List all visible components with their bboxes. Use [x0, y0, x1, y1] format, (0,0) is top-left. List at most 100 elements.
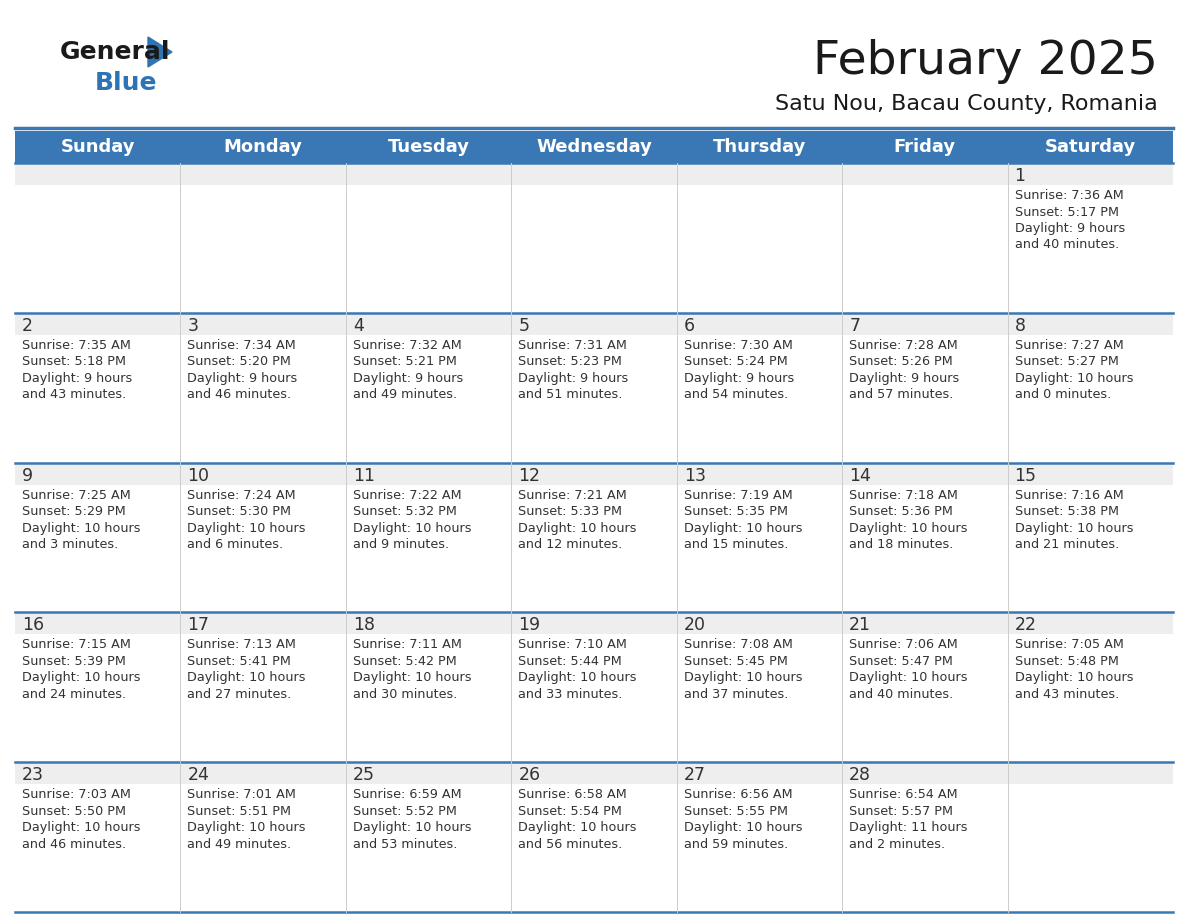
Text: and 59 minutes.: and 59 minutes. [684, 838, 788, 851]
Text: 7: 7 [849, 317, 860, 335]
Text: Daylight: 9 hours: Daylight: 9 hours [23, 372, 132, 385]
Text: and 49 minutes.: and 49 minutes. [353, 388, 457, 401]
Text: Daylight: 11 hours: Daylight: 11 hours [849, 822, 968, 834]
Text: and 24 minutes.: and 24 minutes. [23, 688, 126, 701]
Text: 12: 12 [518, 466, 541, 485]
Text: Daylight: 10 hours: Daylight: 10 hours [1015, 671, 1133, 685]
Text: Sunrise: 7:15 AM: Sunrise: 7:15 AM [23, 638, 131, 652]
Bar [15, 612, 1173, 762]
Text: Sunrise: 7:03 AM: Sunrise: 7:03 AM [23, 789, 131, 801]
Text: Sunset: 5:20 PM: Sunset: 5:20 PM [188, 355, 291, 368]
Text: Monday: Monday [223, 138, 303, 156]
Bar [15, 131, 1173, 163]
Text: 19: 19 [518, 616, 541, 634]
Text: and 27 minutes.: and 27 minutes. [188, 688, 292, 701]
Text: Daylight: 9 hours: Daylight: 9 hours [849, 372, 960, 385]
Text: and 56 minutes.: and 56 minutes. [518, 838, 623, 851]
Text: Daylight: 10 hours: Daylight: 10 hours [23, 521, 140, 534]
Text: Satu Nou, Bacau County, Romania: Satu Nou, Bacau County, Romania [776, 94, 1158, 114]
Text: and 54 minutes.: and 54 minutes. [684, 388, 788, 401]
Text: 4: 4 [353, 317, 364, 335]
Text: Sunrise: 7:11 AM: Sunrise: 7:11 AM [353, 638, 462, 652]
Text: Sunrise: 6:56 AM: Sunrise: 6:56 AM [684, 789, 792, 801]
Text: and 0 minutes.: and 0 minutes. [1015, 388, 1111, 401]
Text: Sunset: 5:52 PM: Sunset: 5:52 PM [353, 805, 456, 818]
Text: and 12 minutes.: and 12 minutes. [518, 538, 623, 551]
Text: Daylight: 10 hours: Daylight: 10 hours [849, 521, 968, 534]
Text: Sunset: 5:30 PM: Sunset: 5:30 PM [188, 505, 291, 518]
Text: Daylight: 10 hours: Daylight: 10 hours [684, 521, 802, 534]
Text: Daylight: 10 hours: Daylight: 10 hours [684, 822, 802, 834]
Text: and 6 minutes.: and 6 minutes. [188, 538, 284, 551]
Text: Daylight: 10 hours: Daylight: 10 hours [684, 671, 802, 685]
Text: and 15 minutes.: and 15 minutes. [684, 538, 788, 551]
Text: and 9 minutes.: and 9 minutes. [353, 538, 449, 551]
Text: 2: 2 [23, 317, 33, 335]
Text: Sunrise: 6:59 AM: Sunrise: 6:59 AM [353, 789, 461, 801]
Text: Sunset: 5:36 PM: Sunset: 5:36 PM [849, 505, 953, 518]
Text: Sunrise: 7:13 AM: Sunrise: 7:13 AM [188, 638, 296, 652]
Text: Sunset: 5:24 PM: Sunset: 5:24 PM [684, 355, 788, 368]
Text: Sunset: 5:51 PM: Sunset: 5:51 PM [188, 805, 291, 818]
Text: Daylight: 10 hours: Daylight: 10 hours [1015, 521, 1133, 534]
Text: 5: 5 [518, 317, 530, 335]
Text: 10: 10 [188, 466, 209, 485]
Text: and 46 minutes.: and 46 minutes. [188, 388, 291, 401]
Text: Daylight: 10 hours: Daylight: 10 hours [1015, 372, 1133, 385]
Text: 1: 1 [1015, 167, 1025, 185]
Text: Sunrise: 6:54 AM: Sunrise: 6:54 AM [849, 789, 958, 801]
Text: Sunset: 5:38 PM: Sunset: 5:38 PM [1015, 505, 1119, 518]
Text: Sunrise: 7:01 AM: Sunrise: 7:01 AM [188, 789, 296, 801]
Text: 13: 13 [684, 466, 706, 485]
Bar [15, 612, 1173, 634]
Text: 24: 24 [188, 767, 209, 784]
Text: Sunset: 5:54 PM: Sunset: 5:54 PM [518, 805, 623, 818]
Text: and 21 minutes.: and 21 minutes. [1015, 538, 1119, 551]
Text: Friday: Friday [893, 138, 956, 156]
Text: February 2025: February 2025 [813, 39, 1158, 84]
Text: 6: 6 [684, 317, 695, 335]
Text: Daylight: 10 hours: Daylight: 10 hours [518, 822, 637, 834]
Text: Sunset: 5:48 PM: Sunset: 5:48 PM [1015, 655, 1118, 668]
Text: Sunrise: 7:10 AM: Sunrise: 7:10 AM [518, 638, 627, 652]
Text: and 30 minutes.: and 30 minutes. [353, 688, 457, 701]
Text: Sunset: 5:41 PM: Sunset: 5:41 PM [188, 655, 291, 668]
Text: Sunset: 5:18 PM: Sunset: 5:18 PM [23, 355, 126, 368]
Text: 15: 15 [1015, 466, 1037, 485]
Text: and 3 minutes.: and 3 minutes. [23, 538, 119, 551]
Text: Daylight: 9 hours: Daylight: 9 hours [518, 372, 628, 385]
Text: 23: 23 [23, 767, 44, 784]
Text: and 18 minutes.: and 18 minutes. [849, 538, 954, 551]
Text: and 49 minutes.: and 49 minutes. [188, 838, 291, 851]
Text: Daylight: 9 hours: Daylight: 9 hours [188, 372, 298, 385]
Text: Sunset: 5:39 PM: Sunset: 5:39 PM [23, 655, 126, 668]
Text: Daylight: 9 hours: Daylight: 9 hours [684, 372, 794, 385]
Text: Daylight: 10 hours: Daylight: 10 hours [188, 822, 307, 834]
Text: Tuesday: Tuesday [387, 138, 469, 156]
Text: Sunset: 5:33 PM: Sunset: 5:33 PM [518, 505, 623, 518]
Text: 17: 17 [188, 616, 209, 634]
Text: Sunrise: 7:19 AM: Sunrise: 7:19 AM [684, 488, 792, 501]
Text: 28: 28 [849, 767, 871, 784]
Text: Sunrise: 7:22 AM: Sunrise: 7:22 AM [353, 488, 461, 501]
Text: and 2 minutes.: and 2 minutes. [849, 838, 946, 851]
Text: 16: 16 [23, 616, 44, 634]
Text: Daylight: 10 hours: Daylight: 10 hours [188, 521, 307, 534]
Text: Daylight: 9 hours: Daylight: 9 hours [353, 372, 463, 385]
Text: and 40 minutes.: and 40 minutes. [1015, 239, 1119, 252]
Text: Daylight: 10 hours: Daylight: 10 hours [518, 671, 637, 685]
Text: Sunrise: 7:31 AM: Sunrise: 7:31 AM [518, 339, 627, 352]
Text: Sunrise: 7:34 AM: Sunrise: 7:34 AM [188, 339, 296, 352]
Bar [15, 163, 1173, 185]
Text: Sunday: Sunday [61, 138, 135, 156]
Text: Sunrise: 7:16 AM: Sunrise: 7:16 AM [1015, 488, 1124, 501]
Text: Sunset: 5:17 PM: Sunset: 5:17 PM [1015, 206, 1119, 218]
Bar [15, 313, 1173, 463]
Text: and 51 minutes.: and 51 minutes. [518, 388, 623, 401]
Bar [15, 313, 1173, 335]
Text: and 57 minutes.: and 57 minutes. [849, 388, 954, 401]
Text: 25: 25 [353, 767, 375, 784]
Text: 9: 9 [23, 466, 33, 485]
Text: Sunrise: 7:27 AM: Sunrise: 7:27 AM [1015, 339, 1124, 352]
Text: Sunset: 5:42 PM: Sunset: 5:42 PM [353, 655, 456, 668]
